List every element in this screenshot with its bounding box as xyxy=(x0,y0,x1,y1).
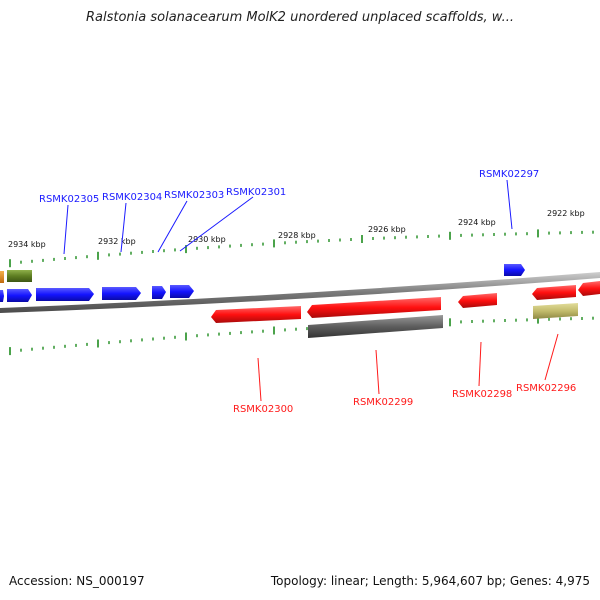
leader-line-rsmk02303 xyxy=(157,200,188,253)
upper-scale-track xyxy=(9,229,594,268)
khaki-feature[interactable] xyxy=(533,303,578,319)
gene-arrow-rev-edge[interactable] xyxy=(578,281,600,296)
leader-line-rsmk02304 xyxy=(120,202,127,253)
accession-text: Accession: NS_000197 xyxy=(9,574,145,588)
lower-scale-track xyxy=(9,315,594,356)
chromosome-backbone xyxy=(0,272,600,313)
gene-arrow-fwd-a[interactable] xyxy=(0,290,4,302)
olive-feature[interactable] xyxy=(7,270,32,282)
gene-arrow-rsmk02304[interactable] xyxy=(102,287,141,300)
kbp-label-2926: 2926 kbp xyxy=(368,225,406,234)
gene-label-rsmk02304[interactable]: RSMK02304 xyxy=(102,192,162,203)
gene-label-rsmk02296[interactable]: RSMK02296 xyxy=(516,383,576,394)
kbp-label-2924: 2924 kbp xyxy=(458,218,496,227)
kbp-label-2932: 2932 kbp xyxy=(98,237,136,246)
gene-label-rsmk02297[interactable]: RSMK02297 xyxy=(479,169,539,180)
leader-line-rsmk02300 xyxy=(257,357,262,402)
orange-feature[interactable] xyxy=(0,271,4,283)
gene-arrow-rsmk02296[interactable] xyxy=(532,285,576,300)
gene-label-rsmk02301[interactable]: RSMK02301 xyxy=(226,187,286,198)
leader-line-rsmk02296 xyxy=(544,333,559,381)
gene-arrow-fwd-b[interactable] xyxy=(7,289,32,302)
map-title: Ralstonia solanacearum MolK2 unordered u… xyxy=(85,10,514,25)
leader-line-rsmk02298 xyxy=(478,341,482,387)
genome-summary-text: Topology: linear; Length: 5,964,607 bp; … xyxy=(270,574,590,588)
gene-label-rsmk02305[interactable]: RSMK02305 xyxy=(39,194,99,205)
gene-arrow-rsmk02298[interactable] xyxy=(458,293,497,308)
leader-line-rsmk02299 xyxy=(375,349,380,395)
gene-label-rsmk02303[interactable]: RSMK02303 xyxy=(164,190,224,201)
leader-line-rsmk02297 xyxy=(506,179,513,230)
kbp-label-2934: 2934 kbp xyxy=(8,240,46,249)
gene-arrow-rsmk02297[interactable] xyxy=(504,264,525,276)
gene-arrow-rsmk02301[interactable] xyxy=(170,285,194,298)
gene-label-rsmk02300[interactable]: RSMK02300 xyxy=(233,404,293,415)
kbp-label-2922: 2922 kbp xyxy=(547,209,585,218)
kbp-label-2928: 2928 kbp xyxy=(278,231,316,240)
leader-line-rsmk02305 xyxy=(63,204,69,255)
gene-arrow-rsmk02303[interactable] xyxy=(152,286,166,299)
gene-label-rsmk02299[interactable]: RSMK02299 xyxy=(353,397,413,408)
gene-arrow-rsmk02299[interactable] xyxy=(307,297,441,318)
kbp-label-2930: 2930 kbp xyxy=(188,235,226,244)
grey-feature[interactable] xyxy=(308,315,443,338)
gene-arrow-rsmk02305[interactable] xyxy=(36,288,94,301)
leader-line-rsmk02301 xyxy=(179,196,254,252)
gene-arrow-rsmk02300[interactable] xyxy=(211,306,301,323)
gene-label-rsmk02298[interactable]: RSMK02298 xyxy=(452,389,512,400)
